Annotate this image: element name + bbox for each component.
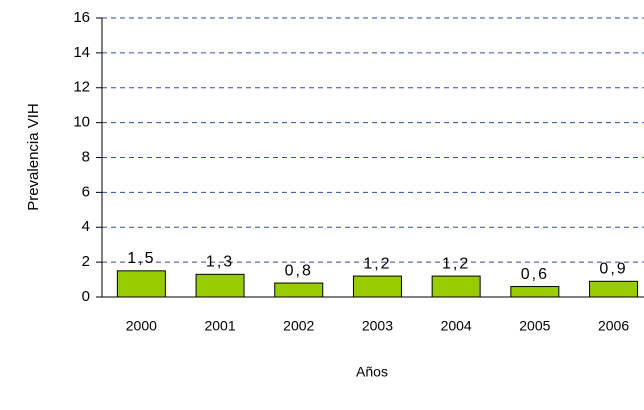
x-tick-label: 2004 (441, 318, 472, 334)
value-label: 0,6 (521, 266, 549, 283)
x-tick-label: 2001 (204, 318, 235, 334)
y-tick-label: 16 (73, 9, 90, 26)
value-label: 1,2 (363, 255, 391, 272)
bar (431, 275, 481, 298)
y-tick-label: 2 (82, 253, 90, 270)
y-tick-label: 14 (73, 44, 90, 61)
value-label: 0,8 (285, 262, 313, 279)
bar (195, 273, 245, 298)
bar (589, 280, 639, 298)
y-tick-label: 4 (82, 218, 90, 235)
value-label: 1,3 (206, 254, 234, 271)
bar (116, 270, 166, 298)
bar (274, 282, 324, 298)
x-tick-label: 2005 (519, 318, 550, 334)
x-axis-label: Años (356, 364, 388, 380)
value-label: 1,5 (127, 250, 155, 267)
x-tick-label: 2002 (283, 318, 314, 334)
y-tick-label: 12 (73, 79, 90, 96)
value-label: 1,2 (442, 255, 470, 272)
x-tick-label: 2000 (126, 318, 157, 334)
y-axis-label: Prevalencia VIH (25, 103, 42, 211)
x-tick-label: 2006 (598, 318, 629, 334)
x-tick-label: 2003 (362, 318, 393, 334)
y-tick-label: 6 (82, 183, 90, 200)
y-tick-label: 8 (82, 148, 90, 165)
bar (510, 286, 560, 298)
y-tick-label: 0 (82, 288, 90, 305)
value-label: 0,9 (599, 261, 627, 278)
y-tick-label: 10 (73, 114, 90, 131)
bar (352, 275, 402, 298)
